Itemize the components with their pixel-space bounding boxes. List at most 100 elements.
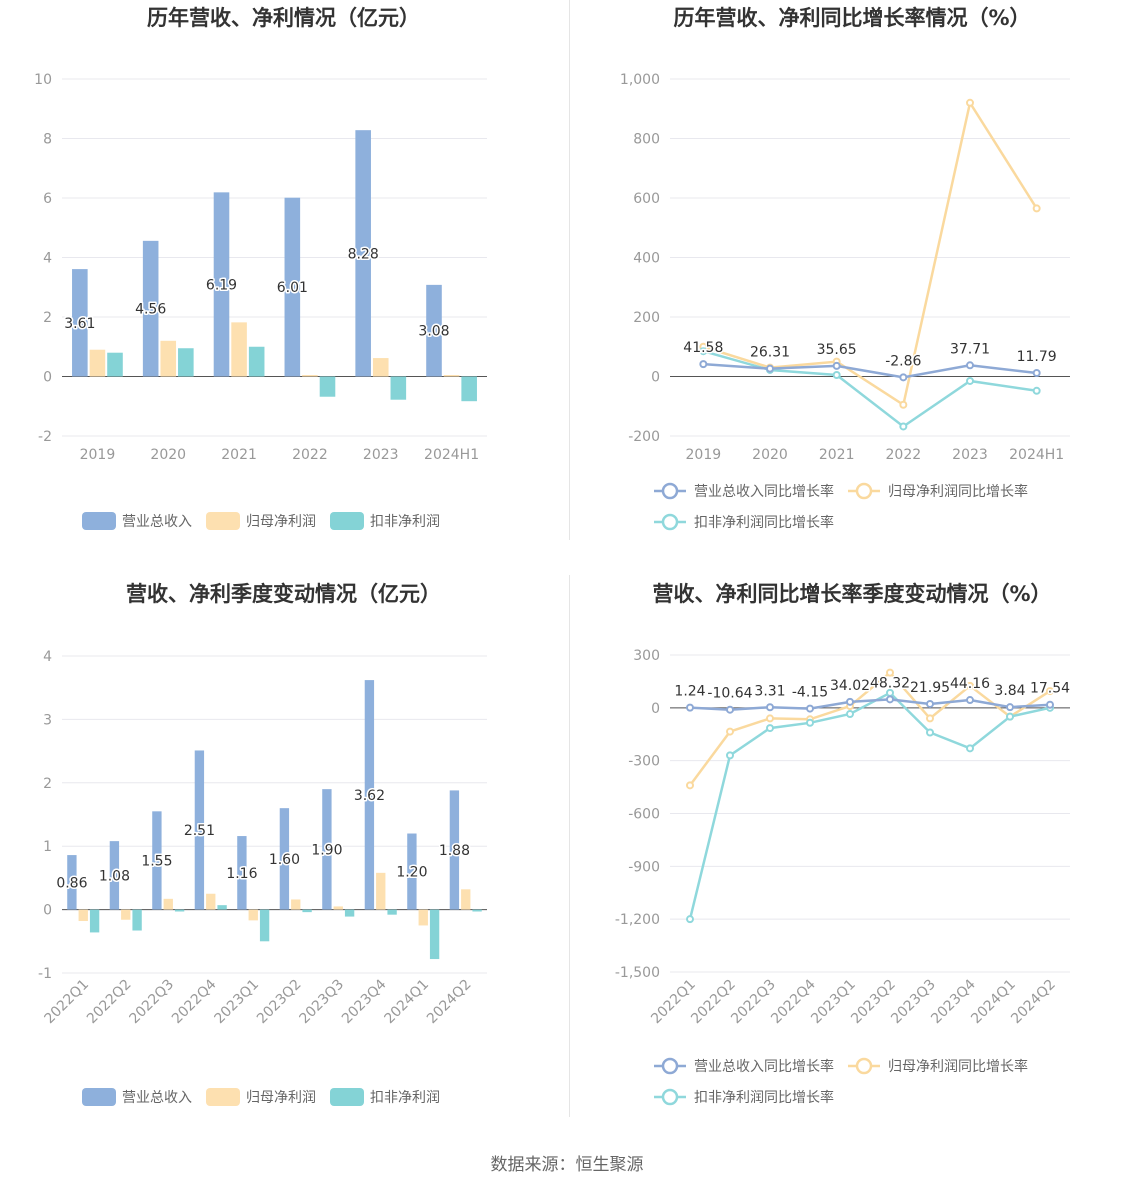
bar-deducted-profit bbox=[429, 909, 440, 960]
series-line bbox=[703, 362, 1037, 379]
bar-net-profit bbox=[443, 375, 460, 377]
series-point bbox=[966, 681, 974, 690]
data-label: 3.31 bbox=[754, 683, 785, 699]
x-tick-label: 2022Q2 bbox=[84, 977, 135, 1028]
y-tick-label: -300 bbox=[628, 754, 660, 770]
bar-net-profit bbox=[78, 909, 88, 922]
series-line bbox=[702, 99, 1038, 407]
series-point bbox=[899, 400, 908, 409]
y-tick-label: 300 bbox=[633, 648, 660, 664]
legend-label: 营业总收入 bbox=[122, 514, 192, 530]
x-tick-label: 2024H1 bbox=[1009, 447, 1064, 463]
bar-revenue bbox=[213, 192, 230, 377]
legend-label: 归母净利润 bbox=[246, 1089, 316, 1106]
bar-net-profit bbox=[206, 893, 216, 910]
y-tick-label: 4 bbox=[43, 649, 52, 665]
legend-swatch-marker bbox=[661, 1088, 679, 1106]
annual-growth-rate-chart: 历年营收、净利同比增长率情况（%） -200 0 200 400 600 800 1,000 2… bbox=[570, 0, 1134, 560]
series-point bbox=[846, 697, 854, 706]
series-point bbox=[1032, 386, 1041, 395]
y-tick-label: 0 bbox=[43, 903, 52, 919]
series-point bbox=[926, 728, 934, 737]
chart-title: 历年营收、净利情况（亿元） bbox=[147, 6, 420, 30]
series-point bbox=[726, 705, 734, 714]
y-tick-label: -900 bbox=[628, 859, 660, 875]
x-tick-label: 2023Q3 bbox=[296, 977, 347, 1028]
data-label: 1.60 bbox=[269, 852, 300, 868]
bar-revenue bbox=[67, 855, 77, 910]
legend-label: 营业总收入 bbox=[122, 1090, 192, 1106]
legend-label: 扣非净利润同比增长率 bbox=[694, 1089, 834, 1106]
x-tick-label: 2019 bbox=[686, 447, 722, 463]
legend-swatch-marker bbox=[661, 1057, 679, 1075]
chart-title: 历年营收、净利同比增长率情况（%） bbox=[673, 6, 1030, 30]
y-tick-label: 0 bbox=[43, 370, 52, 386]
data-label: 2.51 bbox=[184, 823, 215, 839]
data-label: 3.61 bbox=[64, 316, 95, 332]
data-label: 4.56 bbox=[135, 302, 166, 318]
data-label: 3.08 bbox=[418, 324, 449, 340]
y-tick-label: -600 bbox=[628, 807, 660, 823]
x-tick-label: 2024Q1 bbox=[381, 977, 432, 1028]
bar-revenue bbox=[284, 197, 301, 377]
data-label: 1.08 bbox=[99, 868, 130, 884]
bar-deducted-profit bbox=[178, 348, 194, 377]
y-tick-label: -1,500 bbox=[615, 965, 660, 981]
chart-svg: 营收、净利季度变动情况（亿元） -1 0 1 2 3 4 2022Q12022Q22022Q3… bbox=[38, 582, 487, 1106]
quarterly-revenue-profit-chart: 营收、净利季度变动情况（亿元） -1 0 1 2 3 4 2022Q1 2022Q2 2022Q3… bbox=[0, 575, 567, 1120]
series-point bbox=[699, 360, 708, 369]
y-tick-label: 1,000 bbox=[620, 72, 660, 88]
series-point bbox=[1032, 204, 1041, 213]
y-tick-label: 4 bbox=[43, 251, 52, 267]
bar-net-profit bbox=[248, 909, 258, 921]
x-tick-label: 2023Q1 bbox=[211, 977, 262, 1028]
bar-net-profit bbox=[231, 322, 247, 377]
legend-label: 扣非净利润 bbox=[370, 1090, 440, 1106]
series-point bbox=[966, 361, 974, 370]
series-point bbox=[1006, 712, 1014, 721]
series-point bbox=[699, 347, 708, 356]
series-point bbox=[1046, 700, 1054, 709]
y-tick-label: 2 bbox=[43, 776, 52, 792]
data-label: 48.32 bbox=[870, 675, 910, 691]
quarterly-growth-rate-chart: 营收、净利同比增长率季度变动情况（%） -1,500 -1,200 -900 -600 -… bbox=[570, 575, 1134, 1120]
legend-swatch bbox=[330, 1088, 364, 1106]
bar-revenue bbox=[194, 750, 205, 910]
x-tick-label: 2022Q1 bbox=[41, 977, 92, 1028]
x-tick-label: 2022 bbox=[292, 447, 328, 463]
bar-net-profit bbox=[302, 375, 318, 377]
x-tick-label: 2023Q2 bbox=[254, 977, 305, 1028]
bar-net-profit bbox=[372, 358, 389, 377]
legend-label: 归母净利润同比增长率 bbox=[888, 1058, 1028, 1075]
series-point bbox=[886, 695, 894, 704]
data-label: 1.90 bbox=[311, 842, 342, 858]
data-label: 1.88 bbox=[439, 843, 470, 859]
data-label: 34.02 bbox=[830, 678, 870, 694]
x-tick-label: 2021 bbox=[221, 447, 257, 463]
bar-deducted-profit bbox=[132, 909, 142, 931]
bar-net-profit bbox=[291, 899, 301, 910]
legend-label: 营业总收入同比增长率 bbox=[694, 483, 834, 500]
y-tick-label: 1 bbox=[43, 839, 52, 855]
data-label: 8.28 bbox=[348, 246, 379, 262]
chart-svg: 营收、净利同比增长率季度变动情况（%） -1,500 -1,200 -900 -600 -… bbox=[615, 582, 1072, 1106]
series-line bbox=[688, 691, 1051, 920]
series-point bbox=[686, 915, 694, 924]
data-label: -10.64 bbox=[707, 686, 752, 702]
series-point bbox=[766, 703, 774, 712]
y-tick-label: 3 bbox=[43, 712, 52, 728]
x-tick-label: 2020 bbox=[150, 447, 186, 463]
bar-revenue bbox=[109, 841, 120, 910]
data-label: 35.65 bbox=[817, 342, 857, 358]
annual-revenue-profit-chart: 历年营收、净利情况（亿元） -2 0 2 4 6 8 10 2019 2020 2021 2022 20… bbox=[0, 0, 567, 560]
bar-deducted-profit bbox=[107, 352, 123, 377]
legend-swatch-marker bbox=[661, 513, 679, 531]
series-point bbox=[926, 699, 934, 708]
bar-deducted-profit bbox=[217, 905, 227, 910]
x-tick-label: 2022Q4 bbox=[169, 976, 220, 1027]
data-label: 3.84 bbox=[994, 683, 1025, 699]
series-point bbox=[966, 696, 974, 705]
x-tick-label: 2023 bbox=[952, 447, 988, 463]
bar-deducted-profit bbox=[461, 376, 477, 402]
bar-revenue bbox=[237, 836, 247, 910]
